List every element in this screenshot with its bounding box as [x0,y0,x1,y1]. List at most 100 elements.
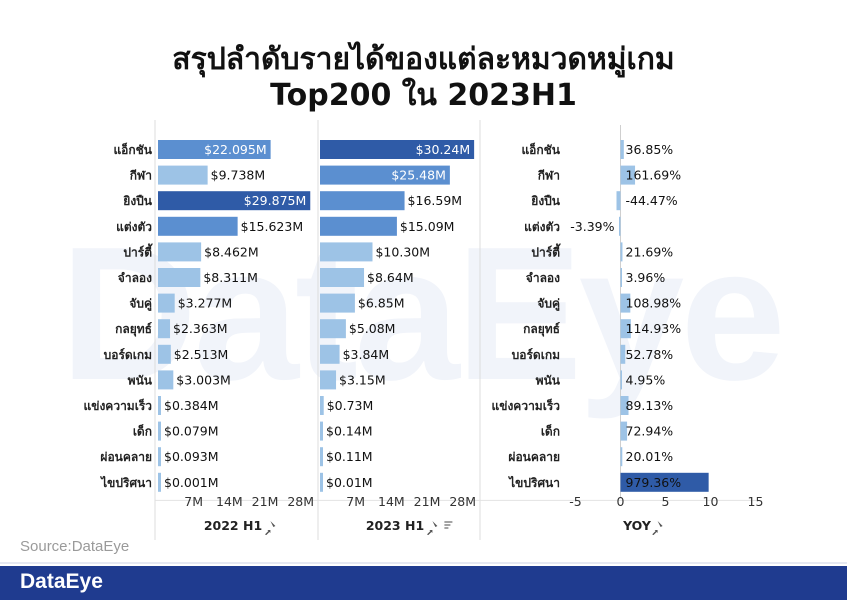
data-label: $10.30M [375,244,430,259]
data-label: $0.093M [164,449,219,464]
data-label: $6.85M [358,296,405,311]
category-label: เด็ก [541,424,560,439]
category-label: ไขปริศนา [99,475,152,490]
data-label: 3.96% [626,270,666,285]
bar [158,268,201,287]
tick-label: 0 [617,494,625,509]
data-label: $0.11M [326,449,373,464]
tick-label: 28M [287,494,314,509]
data-label: $2.363M [173,321,228,336]
axis-label: 2023 H1 [366,518,424,533]
bar [320,216,397,236]
bar [158,472,161,492]
data-label: $8.462M [204,244,259,259]
category-label: จำลอง [526,271,560,285]
data-label: $30.24M [416,142,471,157]
tick-label: 7M [184,494,203,509]
data-label: 161.69% [626,168,682,183]
category-label: แต่งตัว [116,220,152,234]
bar [620,344,626,364]
tick-label: 14M [378,494,405,509]
data-label: $25.48M [391,168,446,183]
bar [620,447,623,467]
bar [320,293,355,313]
tick-label: 5 [662,494,670,509]
category-label: กลยุทธ์ [523,322,560,337]
category-label: แอ็กชัน [113,142,152,157]
tick-label: 28M [449,494,476,509]
category-label: ยิงปืน [123,194,153,208]
bar [620,268,622,287]
category-label: พนัน [536,373,561,387]
bar [158,242,202,262]
data-label: $0.001M [164,475,219,490]
data-label: $0.079M [164,424,219,439]
category-label: กลยุทธ์ [115,322,152,337]
bar-chart-panels: แอ็กชันกีฬายิงปืนแต่งตัวปาร์ตี้จำลองจับค… [84,120,764,540]
bar [620,293,631,313]
source-note: Source:DataEye [20,538,130,555]
bar [619,216,621,236]
bar [620,319,631,339]
bar [158,370,174,390]
bar [620,242,623,262]
data-label: 89.13% [626,398,674,413]
category-label: ปาร์ตี้ [123,242,153,259]
data-label: $2.513M [174,347,229,362]
bar [158,293,175,313]
bar [320,370,337,390]
bar [158,216,238,236]
bar [320,396,324,415]
category-label: กีฬา [538,169,560,183]
data-label: $0.14M [326,424,373,439]
bar [320,191,405,211]
bar [158,140,271,159]
bar [320,421,323,441]
bar [620,165,636,185]
category-label: พนัน [128,373,153,387]
category-label: เด็ก [133,424,152,439]
bar [320,242,373,262]
data-label: $0.73M [327,398,374,413]
chart-title: สรุปลำดับรายได้ของแต่ละหมวดหมู่เกม [172,42,675,77]
footer-bar: DataEye [0,566,847,600]
category-label: ยิงปืน [531,194,561,208]
tick-label: 15 [748,494,764,509]
data-label: -3.39% [570,219,614,234]
bar [320,319,346,339]
category-label: ผ่อนคลาย [508,450,560,464]
pin-icon [427,521,438,535]
pin-icon [652,521,663,535]
bar [320,472,323,492]
data-label: 4.95% [626,372,666,387]
data-label: 20.01% [626,449,674,464]
data-label: 21.69% [626,244,674,259]
data-label: $0.384M [164,398,219,413]
category-label: กีฬา [130,169,152,183]
category-label: แอ็กชัน [521,142,560,157]
data-label: $8.311M [203,270,258,285]
data-label: $9.738M [211,168,266,183]
data-label: $22.095M [204,142,266,157]
tick-label: -5 [569,494,581,509]
data-label: $3.277M [178,296,233,311]
data-label: $8.64M [367,270,414,285]
bar [320,447,323,467]
category-label: แข่งความเร็ว [84,398,153,413]
data-label: $16.59M [408,193,463,208]
data-label: 36.85% [626,142,674,157]
category-label: ไขปริศนา [507,475,560,490]
tick-label: 10 [703,494,719,509]
bar [158,344,171,364]
category-label: จับคู่ [129,297,152,312]
data-label: $15.09M [400,219,455,234]
footer-logo: DataEye [20,570,103,593]
bar [620,472,709,492]
category-label: ผ่อนคลาย [100,450,152,464]
pin-icon [265,521,276,535]
tick-label: 7M [346,494,365,509]
bar [320,165,450,185]
tick-label: 14M [216,494,243,509]
data-label: $5.08M [349,321,396,336]
data-label: -44.47% [626,193,678,208]
